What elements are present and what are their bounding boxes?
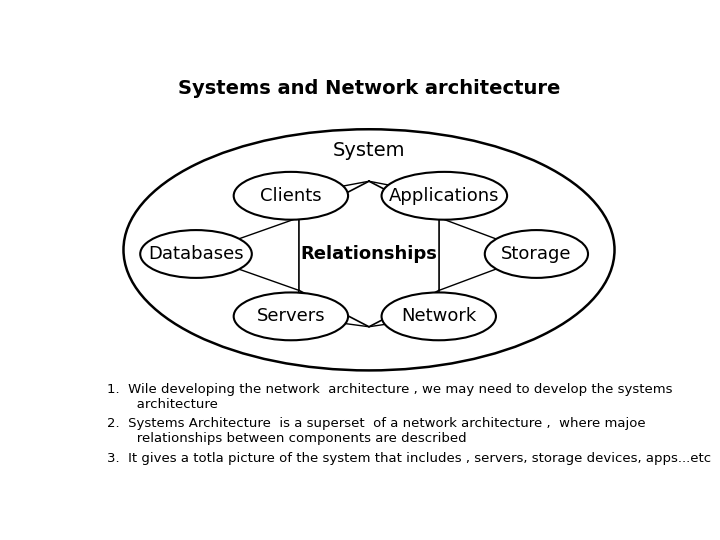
Text: 2.  Systems Architecture  is a superset  of a network architecture ,  where majo: 2. Systems Architecture is a superset of…: [107, 417, 645, 446]
Text: 1.  Wile developing the network  architecture , we may need to develop the syste: 1. Wile developing the network architect…: [107, 383, 672, 411]
Ellipse shape: [382, 172, 507, 220]
Ellipse shape: [382, 293, 496, 340]
Text: Applications: Applications: [389, 187, 500, 205]
Text: Relationships: Relationships: [300, 245, 438, 263]
Text: Servers: Servers: [256, 307, 325, 326]
Text: Databases: Databases: [148, 245, 244, 263]
Text: Network: Network: [401, 307, 477, 326]
Text: Systems and Network architecture: Systems and Network architecture: [178, 79, 560, 98]
Text: 3.  It gives a totla picture of the system that includes , servers, storage devi: 3. It gives a totla picture of the syste…: [107, 452, 711, 465]
Ellipse shape: [124, 129, 615, 370]
Text: System: System: [333, 140, 405, 159]
Ellipse shape: [234, 293, 348, 340]
Ellipse shape: [140, 230, 252, 278]
Text: Storage: Storage: [501, 245, 572, 263]
Text: Clients: Clients: [260, 187, 322, 205]
Ellipse shape: [485, 230, 588, 278]
Ellipse shape: [234, 172, 348, 220]
